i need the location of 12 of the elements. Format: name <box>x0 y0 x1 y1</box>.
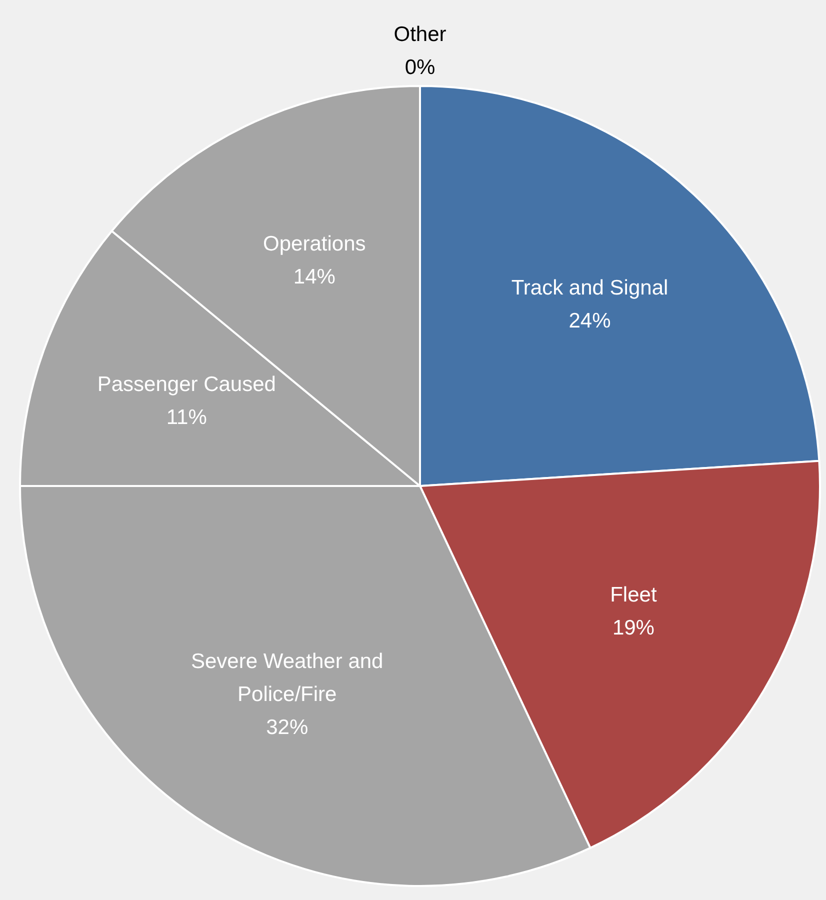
data-label: 14% <box>293 266 336 289</box>
slice-label: Fleet <box>610 583 657 606</box>
data-label: 32% <box>266 716 308 739</box>
slice-label: Operations <box>263 232 366 256</box>
data-label: 24% <box>568 309 611 332</box>
data-label: 19% <box>612 616 654 640</box>
slice-label: Passenger Caused <box>97 373 276 396</box>
data-label: 11% <box>166 406 207 430</box>
category-label: Other <box>394 23 446 46</box>
text: 0% <box>404 56 436 80</box>
slice-label: Track and Signal <box>511 276 668 300</box>
slice-label: Severe Weather and Police/Fire <box>191 650 384 706</box>
